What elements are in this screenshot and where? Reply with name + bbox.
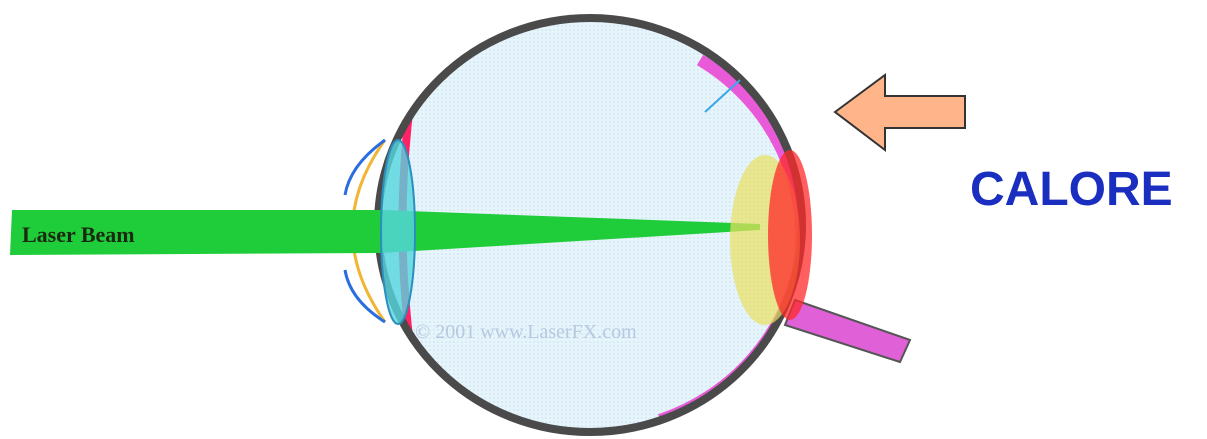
heat-spot [730, 150, 812, 325]
heat-arrow [833, 73, 966, 153]
small-arrow [704, 79, 741, 113]
heat-label: CALORE [970, 163, 1173, 216]
watermark: © 2001 www.LaserFX.com [415, 321, 637, 343]
iris-top [343, 138, 386, 196]
beam-label: Laser Beam [22, 222, 135, 247]
iris-bottom [343, 269, 386, 324]
optic-nerve [783, 298, 912, 364]
lens [380, 139, 416, 325]
